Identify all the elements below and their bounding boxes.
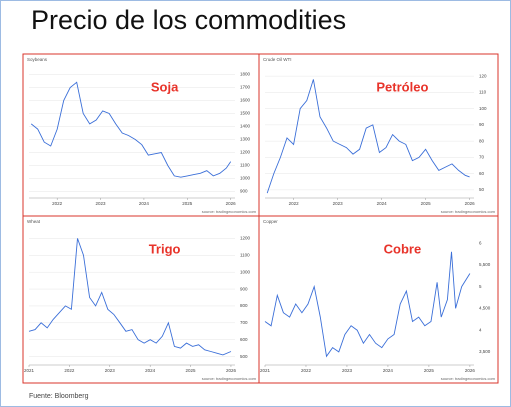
x-tick-label: 2024 — [383, 368, 394, 373]
y-tick-label: 700 — [240, 320, 248, 325]
panel-border — [258, 215, 499, 384]
line-series — [264, 251, 471, 358]
y-tick-label: 4,500 — [479, 306, 491, 311]
y-tick-label: 1200 — [240, 150, 251, 155]
y-tick-label: 1700 — [240, 85, 251, 90]
chart-annotation: Petróleo — [376, 79, 428, 94]
x-tick-label: 2022 — [289, 201, 300, 206]
x-tick-label: 2024 — [139, 201, 150, 206]
x-tick-label: 2025 — [424, 368, 435, 373]
y-tick-label: 110 — [479, 90, 487, 95]
chart-title: Crude Oil WTI — [263, 57, 292, 62]
x-tick-label: 2025 — [421, 201, 432, 206]
footer: Fuente: Bloomberg — [29, 393, 89, 400]
y-tick-label: 90 — [479, 122, 485, 127]
y-tick-label: 3,500 — [479, 349, 491, 354]
x-tick-label: 2023 — [105, 368, 116, 373]
panel-border — [258, 53, 499, 217]
y-tick-label: 600 — [240, 337, 248, 342]
x-tick-label: 2022 — [52, 201, 63, 206]
y-tick-label: 1200 — [240, 236, 251, 241]
x-tick-label: 2026 — [465, 368, 476, 373]
line-series — [266, 79, 470, 194]
y-tick-label: 100 — [479, 106, 487, 111]
charts: Soybeans 900 1000 1100 1200 1300 1400 1500 1600 1… — [22, 53, 499, 384]
y-tick-label: 1400 — [240, 124, 251, 129]
x-tick-label: 2025 — [186, 368, 197, 373]
y-tick-label: 900 — [240, 189, 248, 194]
y-tick-label: 80 — [479, 138, 485, 143]
panel-border — [22, 215, 260, 384]
x-tick-label: 2021 — [24, 368, 35, 373]
x-tick-label: 2024 — [377, 201, 388, 206]
x-tick-label: 2023 — [342, 368, 353, 373]
chart-title: Copper — [263, 219, 278, 224]
y-tick-label: 1800 — [240, 72, 251, 77]
x-tick-label: 2022 — [64, 368, 75, 373]
x-tick-label: 2023 — [96, 201, 107, 206]
chart-source: source: tradingeconomics.com — [202, 376, 257, 381]
y-tick-label: 120 — [479, 73, 487, 78]
y-tick-label: 1600 — [240, 98, 251, 103]
y-tick-label: 50 — [479, 187, 485, 192]
chart-title: Soybeans — [27, 57, 48, 62]
y-tick-label: 800 — [240, 303, 248, 308]
chart-source: source: tradingeconomics.com — [441, 209, 496, 214]
y-tick-label: 6 — [479, 240, 482, 245]
y-tick-label: 900 — [240, 286, 248, 291]
x-tick-label: 2026 — [226, 201, 237, 206]
y-tick-label: 5 — [479, 284, 482, 289]
chart-annotation: Cobre — [384, 241, 422, 256]
y-tick-label: 70 — [479, 155, 485, 160]
y-tick-label: 60 — [479, 171, 485, 176]
y-tick-label: 500 — [240, 354, 248, 359]
y-tick-label: 5,500 — [479, 262, 491, 267]
line-series — [30, 81, 232, 178]
line-series — [28, 238, 232, 356]
y-tick-label: 1100 — [240, 253, 250, 258]
x-tick-label: 2025 — [182, 201, 193, 206]
slide-title: Precio de los commodities — [31, 5, 347, 35]
y-tick-label: 1300 — [240, 137, 251, 142]
chart-source: source: tradingeconomics.com — [202, 209, 257, 214]
y-tick-label: 1100 — [240, 163, 250, 168]
chart-title: Wheat — [27, 219, 41, 224]
y-tick-label: 1000 — [240, 269, 251, 274]
chart-source: source: tradingeconomics.com — [441, 376, 496, 381]
x-tick-label: 2026 — [465, 201, 476, 206]
y-tick-label: 1500 — [240, 111, 251, 116]
x-tick-label: 2021 — [260, 368, 271, 373]
y-tick-label: 4 — [479, 327, 482, 332]
x-tick-label: 2023 — [333, 201, 344, 206]
x-tick-label: 2024 — [145, 368, 156, 373]
chart-annotation: Trigo — [149, 241, 181, 256]
x-tick-label: 2022 — [301, 368, 312, 373]
x-tick-label: 2026 — [226, 368, 237, 373]
chart-annotation: Soja — [151, 79, 179, 94]
y-tick-label: 1000 — [240, 176, 251, 181]
